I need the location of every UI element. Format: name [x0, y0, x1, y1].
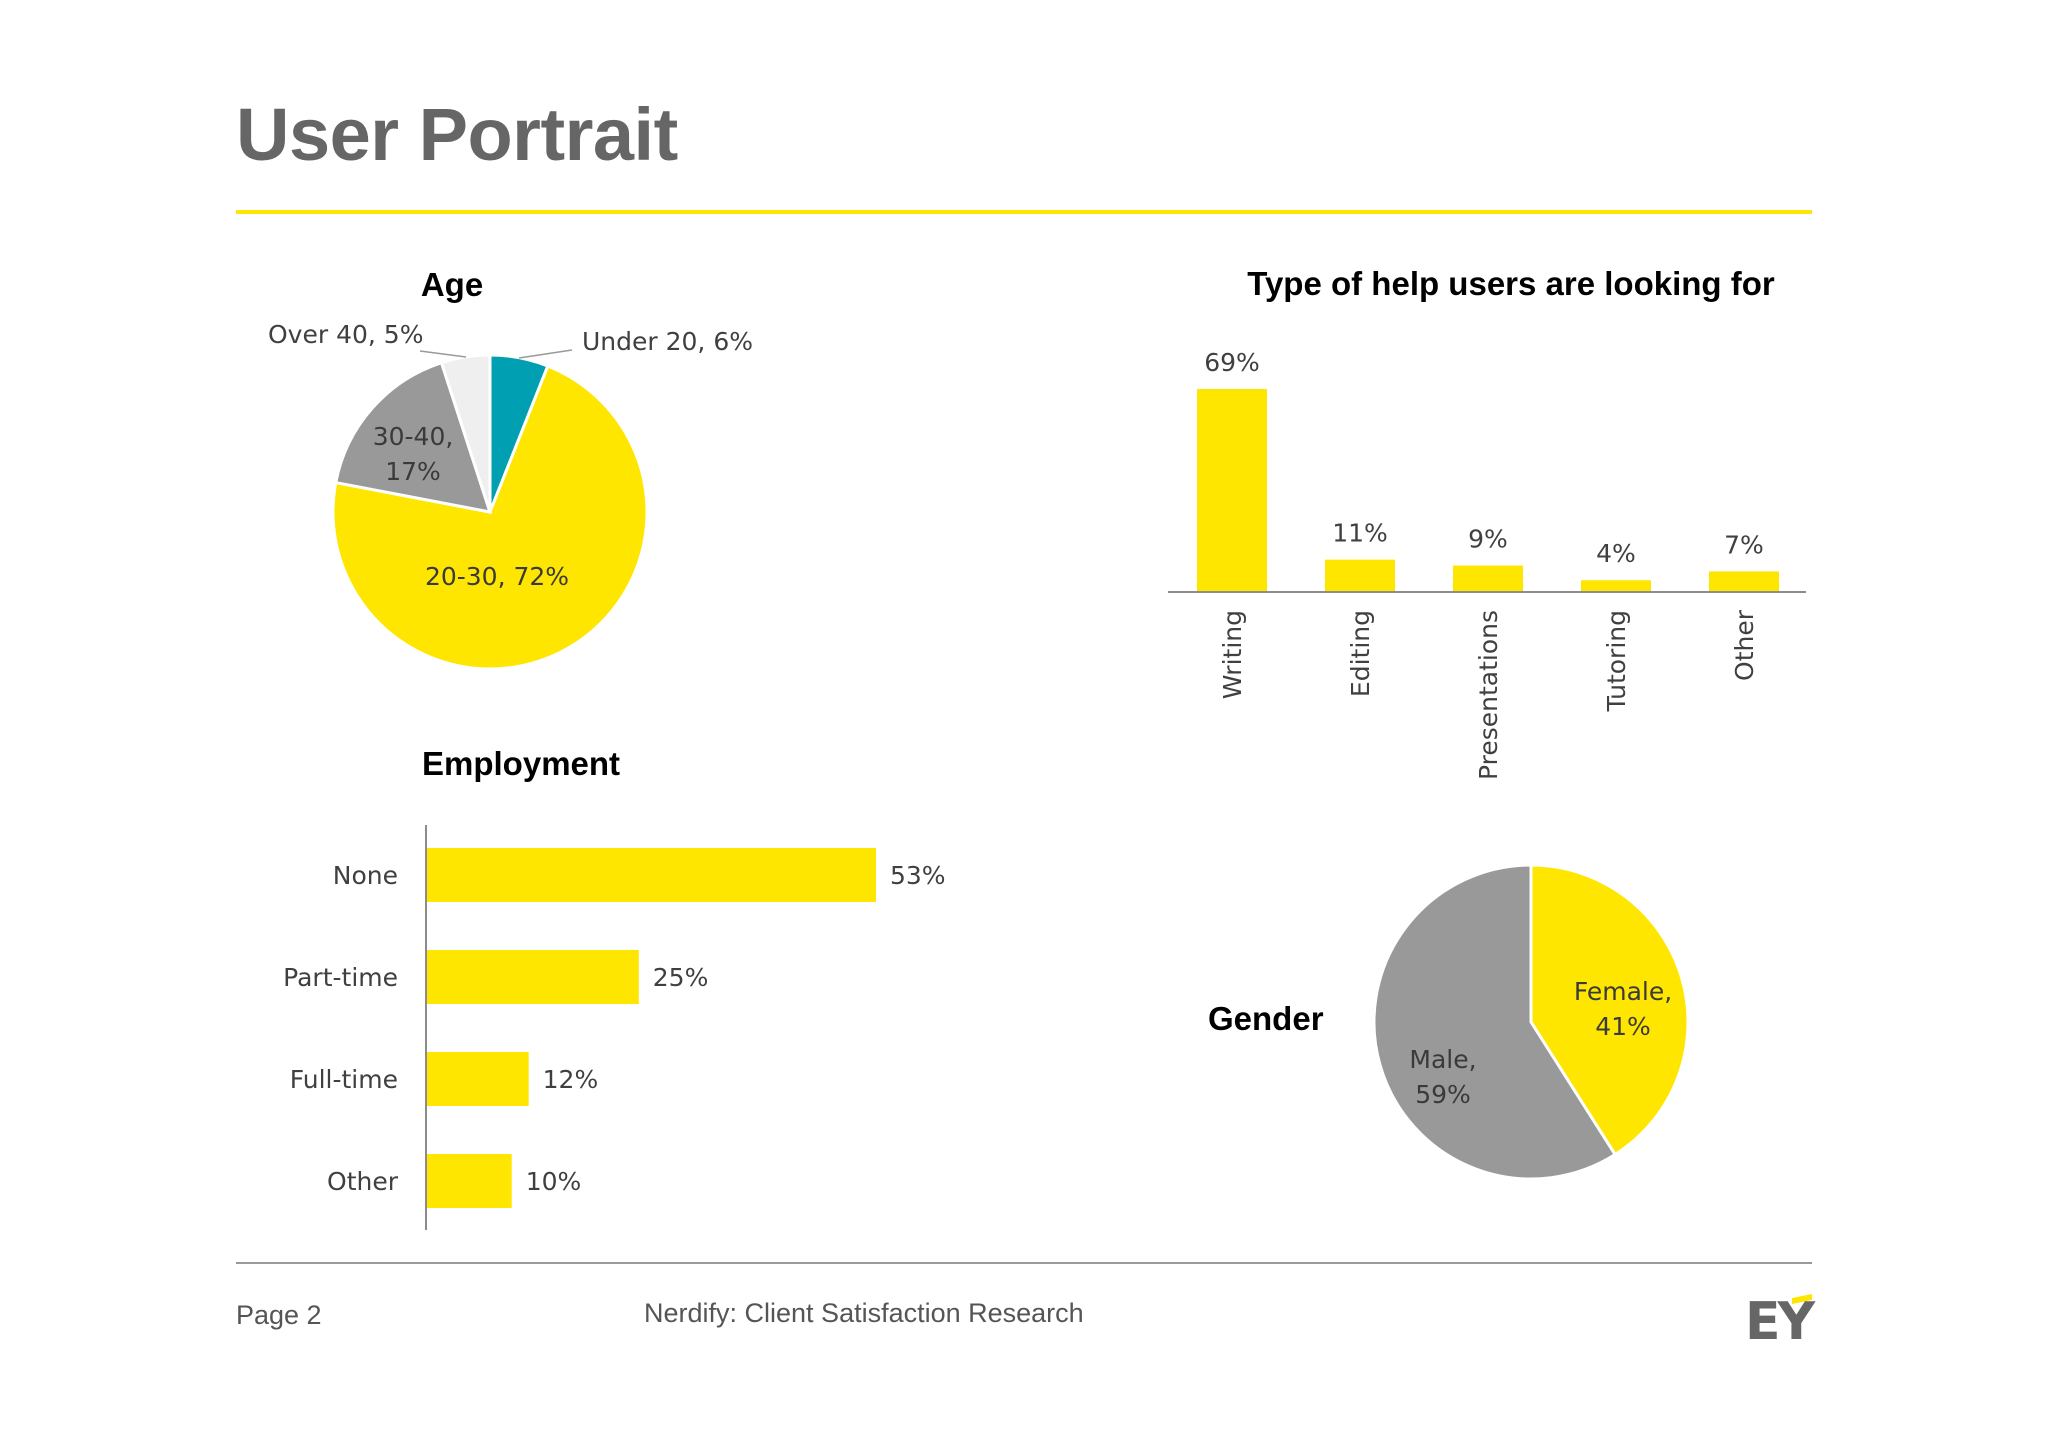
employment-category-label-other: Other: [327, 1167, 399, 1196]
help-value-label-editing: 11%: [1332, 519, 1388, 548]
help-bars: 69% Writing 11% Editing 9% Presentations 4% Tut…: [1197, 348, 1779, 780]
title-underline: [236, 210, 1812, 214]
help-bar-editing: [1325, 559, 1395, 592]
employment-bar-other: [427, 1154, 512, 1208]
employment-bar-part-time: [427, 950, 639, 1004]
employment-category-label-part-time: Part-time: [283, 963, 398, 992]
employment-category-label-full-time: Full-time: [290, 1065, 398, 1094]
gender-chart-title: Gender: [1208, 1000, 1324, 1037]
employment-bar-none: [427, 848, 876, 902]
gender-label-male-line2: 59%: [1415, 1080, 1471, 1109]
help-category-label-tutoring: Tutoring: [1602, 610, 1631, 712]
employment-value-label-other: 10%: [526, 1167, 582, 1196]
employment-value-label-part-time: 25%: [653, 963, 709, 992]
help-category-label-writing: Writing: [1218, 610, 1247, 699]
employment-value-label-full-time: 12%: [543, 1065, 599, 1094]
employment-bar-full-time: [427, 1052, 529, 1106]
employment-value-label-none: 53%: [890, 861, 946, 890]
age-label-over40: Over 40, 5%: [268, 320, 423, 349]
age-slices: [331, 353, 649, 671]
age-leader-under20: [518, 349, 573, 359]
page-title: User Portrait: [236, 93, 678, 176]
help-category-label-other: Other: [1730, 609, 1759, 681]
help-value-label-tutoring: 4%: [1596, 539, 1636, 568]
help-value-label-other: 7%: [1724, 530, 1764, 559]
gender-label-female-line2: 41%: [1595, 1012, 1651, 1041]
age-chart-title: Age: [421, 266, 483, 303]
age-label-20-30: 20-30, 72%: [425, 562, 569, 591]
age-slice-30-40: [334, 360, 493, 514]
help-category-label-editing: Editing: [1346, 610, 1375, 697]
footer-divider: [236, 1262, 1812, 1264]
age-chart: Age Under 20, 6% Over 40, 5% 30-40, 17% …: [268, 266, 753, 671]
age-leader-over40: [419, 350, 467, 358]
help-type-chart: Type of help users are looking for 69% Wr…: [1168, 265, 1806, 780]
footer-report-title: Nerdify: Client Satisfaction Research: [644, 1298, 1084, 1328]
employment-chart-title: Employment: [422, 745, 620, 782]
employment-chart: Employment 53% None 25% Part-time 12% Full-ti…: [283, 745, 946, 1230]
footer-page-number: Page 2: [236, 1300, 322, 1330]
help-bar-presentations: [1453, 565, 1523, 592]
help-category-label-presentations: Presentations: [1474, 610, 1503, 780]
gender-slices: [1372, 863, 1690, 1181]
age-label-under20: Under 20, 6%: [582, 327, 753, 356]
age-slice-20-30: [331, 364, 649, 671]
ey-logo: EY: [1745, 1292, 1815, 1352]
gender-label-male-line1: Male,: [1409, 1045, 1476, 1074]
help-bar-tutoring: [1581, 580, 1651, 592]
age-label-30-40-line2: 17%: [385, 457, 441, 486]
gender-chart: Gender Female, 41% Male, 59%: [1208, 863, 1690, 1181]
help-bar-other: [1709, 571, 1779, 592]
gender-slice-male: [1372, 863, 1618, 1181]
employment-category-label-none: None: [333, 861, 398, 890]
help-type-chart-title: Type of help users are looking for: [1247, 265, 1775, 302]
gender-label-female-line1: Female,: [1574, 977, 1672, 1006]
help-bar-writing: [1197, 389, 1267, 592]
age-label-30-40-line1: 30-40,: [373, 422, 454, 451]
help-value-label-presentations: 9%: [1468, 525, 1508, 554]
employment-bars: 53% None 25% Part-time 12% Full-time 10% Other: [283, 848, 946, 1208]
help-value-label-writing: 69%: [1204, 348, 1260, 377]
